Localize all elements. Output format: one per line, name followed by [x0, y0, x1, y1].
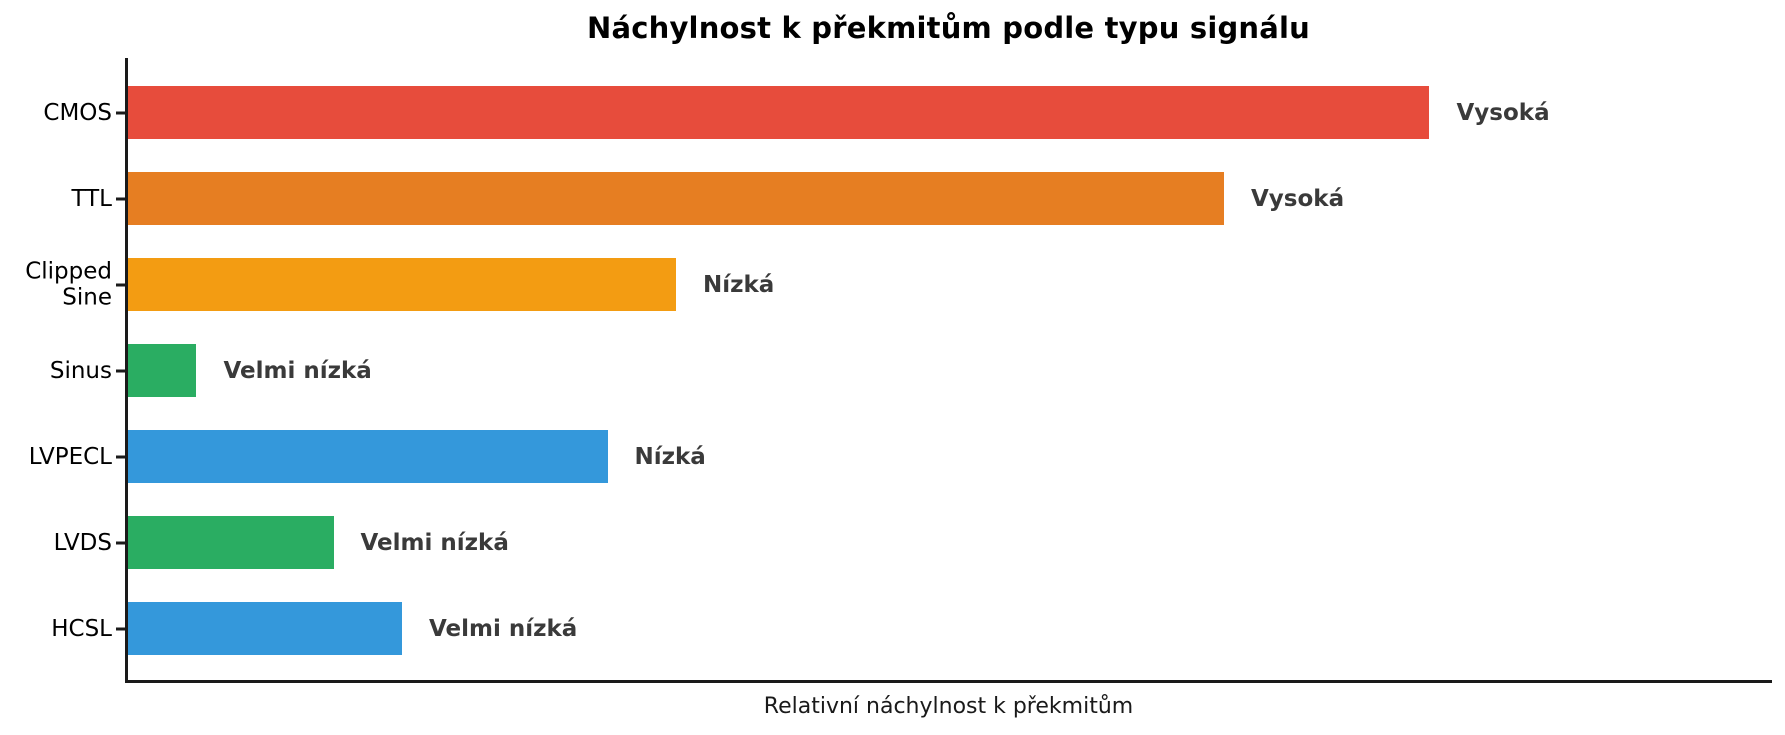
- y-tick-label: Sinus: [49, 357, 112, 384]
- y-tick-mark: [116, 627, 125, 630]
- bar: [128, 344, 197, 397]
- chart-title: Náchylnost k překmitům podle typu signál…: [586, 11, 1311, 45]
- bar-row: TTL Vysoká: [71, 172, 1772, 225]
- bar-value-label: Velmi nízká: [428, 615, 578, 642]
- y-tick-label: LVPECL: [28, 443, 112, 470]
- bar: [128, 430, 608, 483]
- bar-value-label: Velmi nízká: [223, 357, 372, 384]
- y-tick-mark: [116, 283, 125, 286]
- bar: [128, 516, 334, 569]
- bar-row: Clipped Sine Nízká: [25, 258, 1772, 311]
- y-tick-label: Clipped Sine: [25, 258, 112, 311]
- bar-value-label: Vysoká: [1250, 185, 1345, 212]
- bar: [128, 258, 676, 311]
- y-tick-label: HCSL: [51, 615, 112, 642]
- bar-row: LVPECL Nízká: [29, 430, 1772, 483]
- bar-row: LVDS Velmi nízká: [54, 516, 1772, 569]
- y-tick-mark: [116, 541, 125, 544]
- plot-area: CMOS Vysoká TTL Vysoká Clipped Sine Nízk…: [25, 58, 1772, 683]
- y-tick-mark: [116, 111, 125, 114]
- bar-value-label: Nízká: [634, 443, 706, 470]
- bar: [128, 172, 1224, 225]
- y-tick-label: TTL: [71, 185, 112, 212]
- y-tick-mark: [116, 369, 125, 372]
- y-tick-mark: [116, 455, 125, 458]
- y-tick-label: CMOS: [43, 99, 112, 126]
- y-tick-mark: [116, 197, 125, 200]
- bar-value-label: Vysoká: [1456, 99, 1550, 126]
- y-tick-label: LVDS: [53, 529, 112, 556]
- bar: [128, 86, 1430, 139]
- bar-row: Sinus Velmi nízká: [50, 344, 1772, 397]
- x-axis-label: Relativní náchylnost k překmitům: [763, 694, 1134, 719]
- bar: [128, 602, 402, 655]
- bar-value-label: Nízká: [702, 271, 775, 298]
- bar-value-label: Velmi nízká: [360, 529, 509, 556]
- bar-row: HCSL Velmi nízká: [51, 602, 1772, 655]
- bar-row: CMOS Vysoká: [43, 86, 1772, 139]
